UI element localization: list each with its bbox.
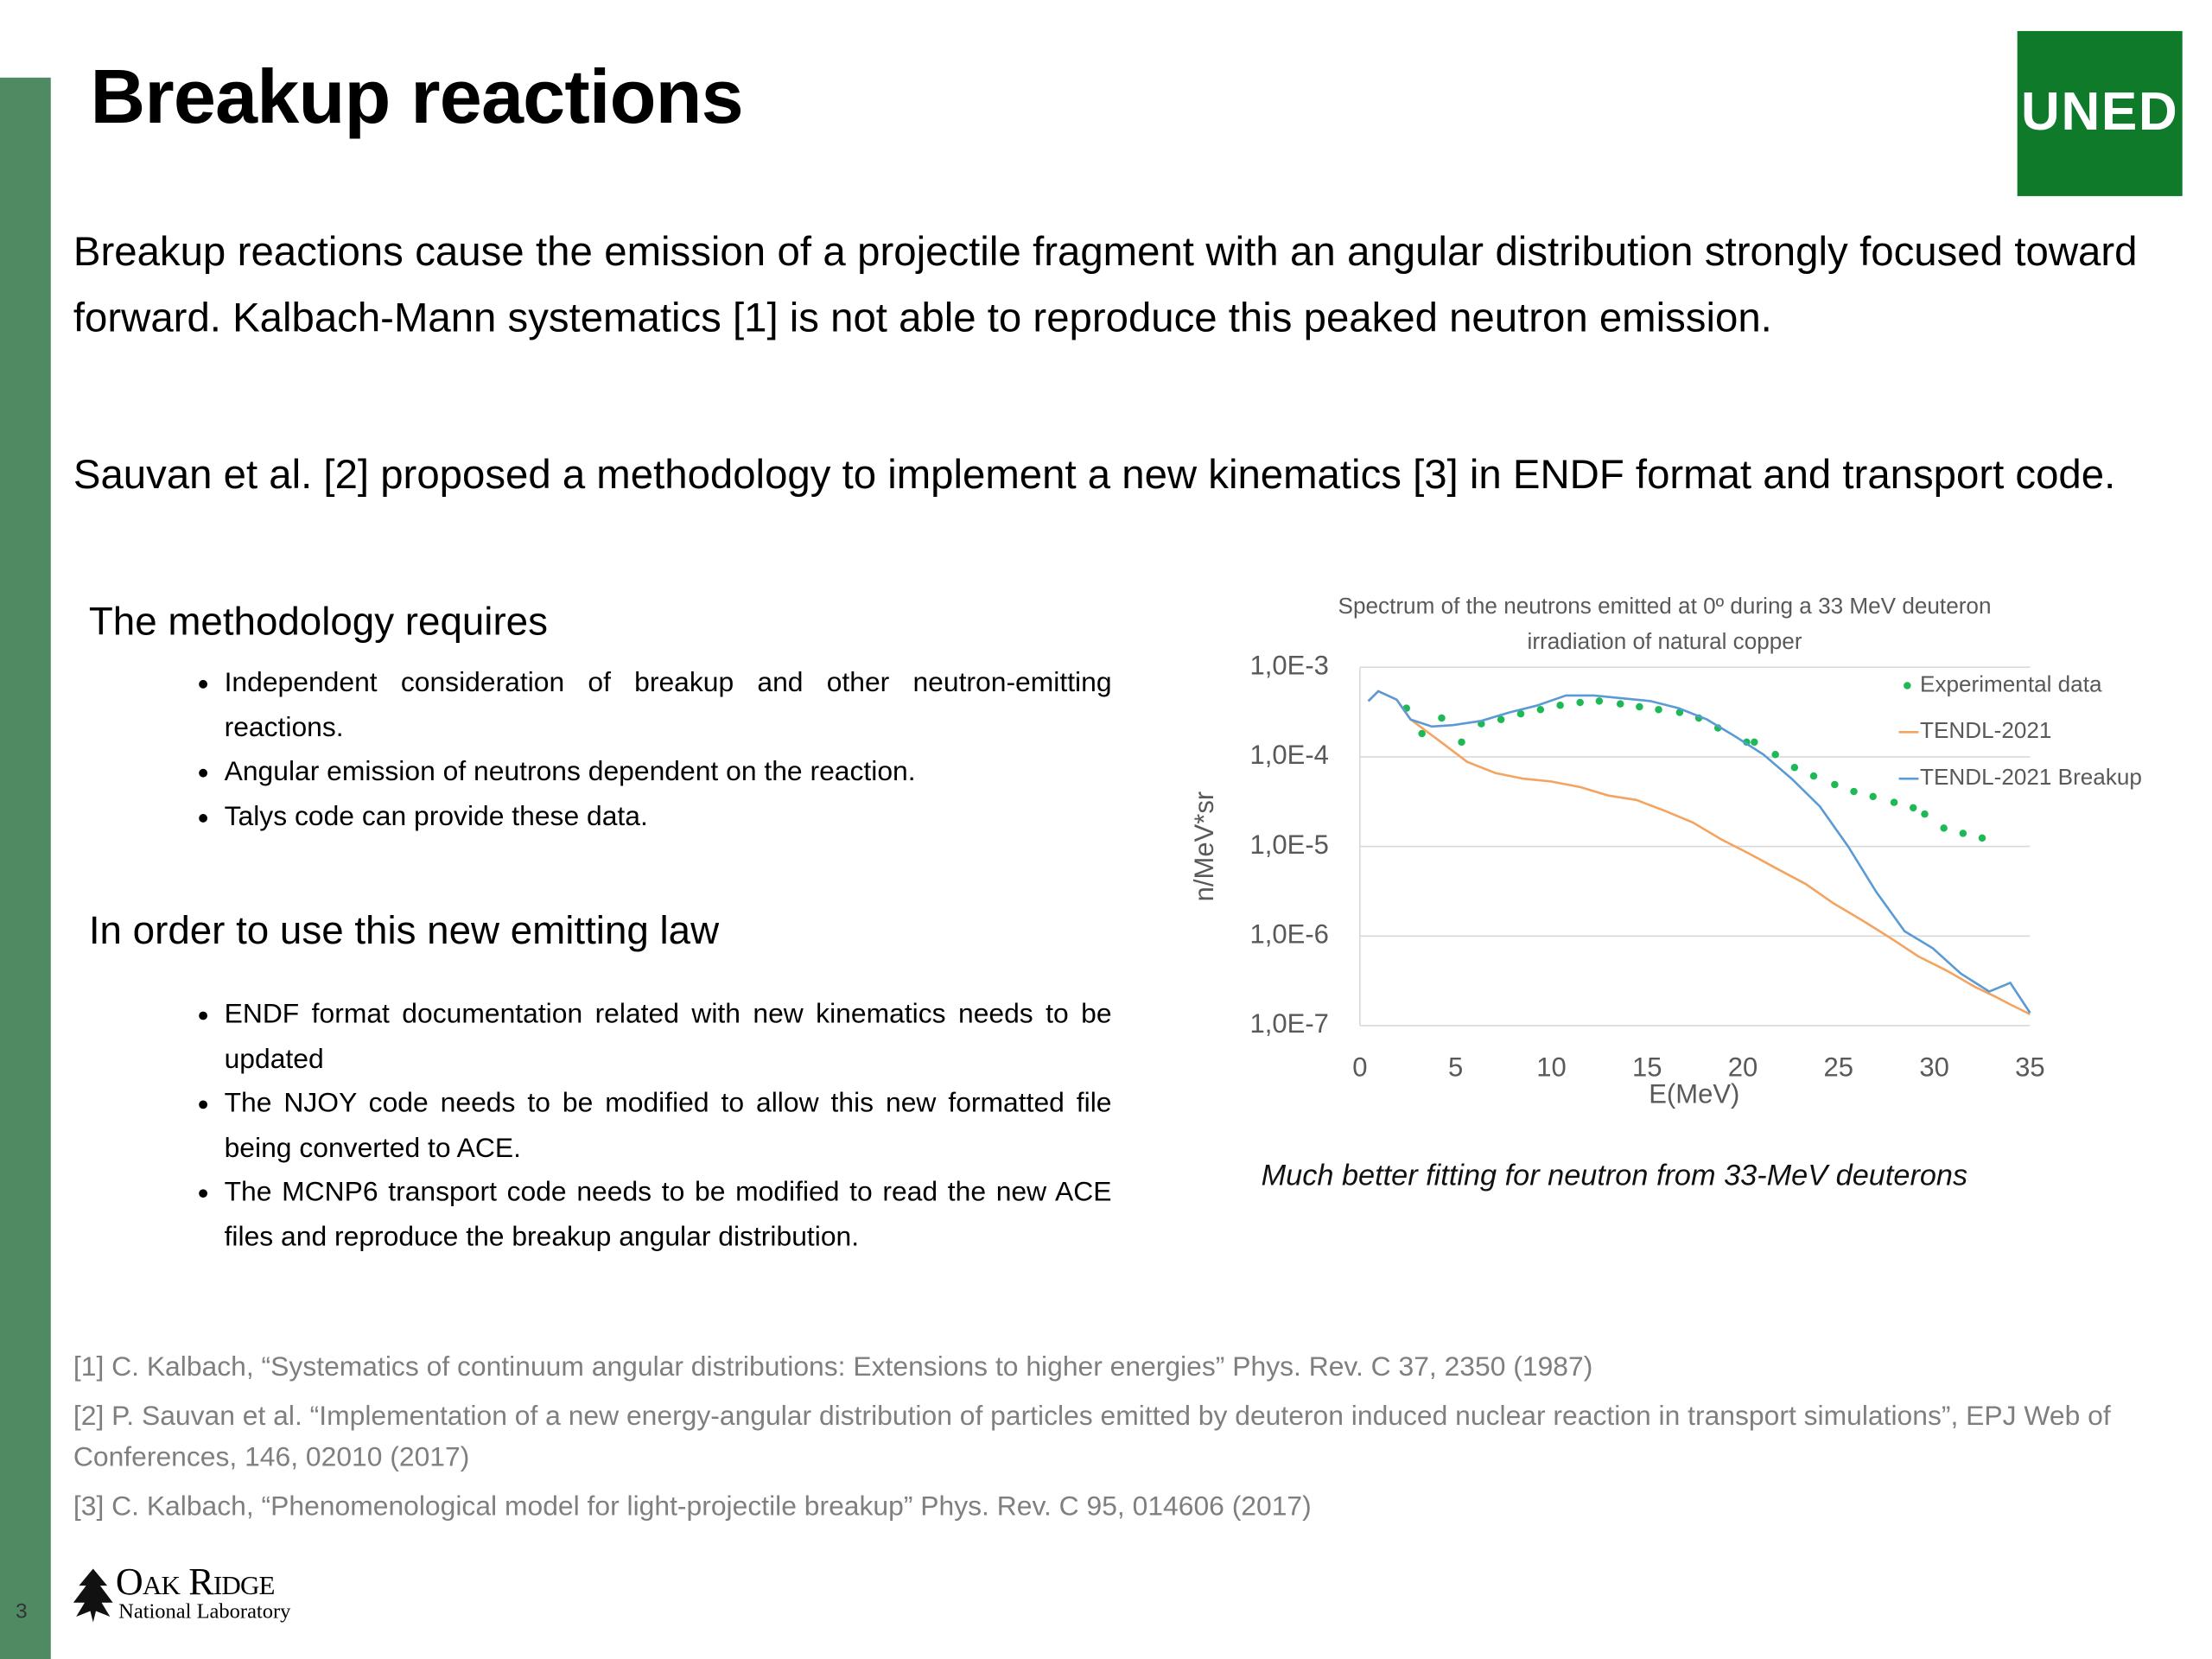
lab-name: Oak Ridge: [115, 1560, 276, 1603]
data-point: [1869, 792, 1877, 801]
data-point: [1890, 798, 1898, 806]
x-tick-label: 0: [1352, 1052, 1367, 1083]
chart-title-line: irradiation of natural copper: [1527, 630, 1802, 655]
y-tick-label: 1,0E-4: [1250, 740, 1329, 770]
y-axis-label: n/MeV*sr: [1189, 791, 1219, 902]
x-tick-label: 35: [2015, 1052, 2045, 1083]
x-tick-label: 15: [1632, 1052, 1662, 1083]
reference: [1] C. Kalbach, “Systematics of continuu…: [73, 1351, 1593, 1382]
uned-logo: UNED: [2017, 30, 2183, 196]
data-point: [1675, 709, 1684, 716]
bullet-list: ENDF format documentation related with n…: [174, 993, 1112, 1260]
data-point: [1655, 705, 1662, 714]
chart-title: Spectrum of the neutrons emitted at 0º d…: [1213, 589, 2116, 660]
data-point: [1751, 738, 1758, 747]
y-tick-label: 1,0E-3: [1250, 650, 1329, 680]
data-point: [1940, 824, 1948, 832]
x-tick-label: 10: [1536, 1052, 1566, 1083]
data-point: [1959, 830, 1967, 837]
legend-label: Experimental data: [1920, 671, 2102, 696]
data-point: [1536, 705, 1545, 714]
bullet: Angular emission of neutrons dependent o…: [225, 751, 1112, 795]
data-point: [1616, 700, 1624, 708]
x-tick-label: 20: [1728, 1052, 1758, 1083]
slide-title: Breakup reactions: [90, 54, 743, 140]
chart-caption: Much better fitting for neutron from 33-…: [1261, 1160, 1968, 1192]
reference: [2] P. Sauvan et al. “Implementation of …: [73, 1401, 2111, 1473]
bullet: Talys code can provide these data.: [225, 795, 1112, 839]
data-point: [1831, 780, 1839, 789]
section-heading: In order to use this new emitting law: [88, 908, 720, 953]
paragraph: Sauvan et al. [2] proposed a methodology…: [73, 453, 2116, 499]
x-tick-label: 30: [1919, 1052, 1949, 1083]
bullet-list: Independent consideration of breakup and…: [174, 662, 1112, 840]
data-point: [1418, 729, 1426, 738]
y-tick-label: 1,0E-5: [1250, 830, 1329, 860]
data-point: [1809, 772, 1818, 780]
data-point: [1497, 715, 1505, 723]
bullet: The NJOY code needs to be modified to al…: [225, 1082, 1112, 1171]
bullet: The MCNP6 transport code needs to be mod…: [225, 1171, 1112, 1260]
paragraph: Breakup reactions cause the emission of …: [73, 230, 2138, 342]
section-heading: The methodology requires: [88, 599, 548, 644]
y-tick-label: 1,0E-7: [1250, 1008, 1329, 1039]
data-point: [1516, 709, 1525, 718]
data-point: [1978, 834, 1986, 842]
bullet: Independent consideration of breakup and…: [225, 662, 1112, 751]
data-point: [1909, 804, 1917, 812]
bullet: ENDF format documentation related with n…: [225, 993, 1112, 1082]
data-point: [1576, 698, 1584, 707]
data-point: [1921, 810, 1929, 818]
x-tick-label: 25: [1824, 1052, 1853, 1083]
x-axis-label: E(MeV): [1649, 1079, 1739, 1109]
data-point: [1850, 787, 1858, 796]
side-bar: [0, 77, 51, 1659]
data-point: [1556, 702, 1564, 709]
legend-label: TENDL-2021: [1920, 717, 2051, 743]
references: [1] C. Kalbach, “Systematics of continuu…: [73, 1347, 2203, 1536]
reference: [3] C. Kalbach, “Phenomenological model …: [73, 1491, 1312, 1522]
data-point: [1458, 738, 1465, 747]
tree-icon: [73, 1568, 113, 1623]
chart: n/MeV*sr E(MeV) 1,0E-3 1,0E-4 1,0E-5 1,0E-6…: [1189, 650, 2142, 1109]
legend-label: TENDL-2021 Breakup: [1920, 764, 2142, 790]
legend-marker: [1904, 682, 1911, 690]
data-point: [1438, 714, 1446, 722]
chart-title-line: Spectrum of the neutrons emitted at 0º d…: [1338, 594, 1992, 620]
data-line: [1367, 690, 2031, 1014]
page-number: 3: [15, 1599, 28, 1624]
x-tick-label: 5: [1448, 1052, 1463, 1083]
lab-subtitle: National Laboratory: [118, 1601, 291, 1624]
data-point: [1636, 702, 1643, 711]
ornl-logo: Oak Ridge National Laboratory: [71, 1560, 291, 1624]
data-point: [1771, 751, 1779, 759]
data-line: [1367, 690, 2031, 1015]
data-point: [1790, 764, 1799, 772]
data-point: [1595, 697, 1604, 705]
y-tick-label: 1,0E-6: [1250, 918, 1329, 949]
